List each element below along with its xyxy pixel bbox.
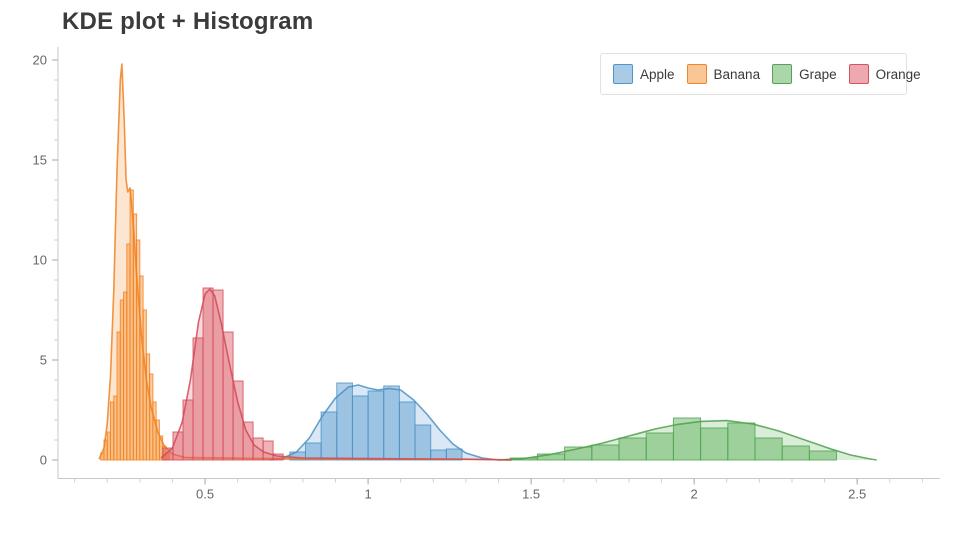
legend-swatch-banana <box>686 64 707 84</box>
x-axis-tick-label: 0.5 <box>196 487 214 502</box>
y-axis-tick-label: 20 <box>33 53 47 68</box>
x-axis-tick-label: 2 <box>691 487 698 502</box>
hist-bar-grape <box>700 427 729 461</box>
hist-bar-grape <box>808 450 838 461</box>
legend-label-grape: Grape <box>799 66 837 82</box>
kde-area-grape <box>498 420 877 460</box>
legend-label-apple: Apple <box>640 66 675 82</box>
kde-line-banana <box>98 63 512 461</box>
hist-bar-apple <box>445 448 463 461</box>
y-axis-tick-label: 0 <box>40 453 47 468</box>
legend-swatch-apple <box>613 64 633 84</box>
kde-area-apple <box>270 385 499 460</box>
chart-title: KDE plot + Histogram <box>62 8 314 35</box>
hist-bar-apple <box>414 424 432 461</box>
legend-item-banana[interactable]: Banana <box>686 64 761 84</box>
legend-swatch-orange <box>848 64 869 84</box>
x-axis-tick-label: 2.5 <box>848 487 866 502</box>
legend-item-grape[interactable]: Grape <box>772 64 837 84</box>
kde-line-orange <box>160 288 512 461</box>
x-axis-tick-label: 1 <box>364 487 371 502</box>
kde-area-banana <box>99 64 512 460</box>
kde-line-apple <box>270 384 499 461</box>
legend-label-banana: Banana <box>713 66 761 82</box>
y-axis-tick-label: 10 <box>33 253 47 268</box>
legend-label-orange: Orange <box>875 66 921 82</box>
y-axis-tick-label: 15 <box>33 153 47 168</box>
x-axis-tick-label: 1.5 <box>522 487 540 502</box>
y-axis-tick-label: 5 <box>40 353 47 368</box>
legend-item-apple[interactable]: Apple <box>613 64 675 84</box>
legend: Apple Banana Grape Orange <box>600 53 921 95</box>
legend-swatch-grape <box>772 64 793 84</box>
hist-bar-orange <box>262 440 274 461</box>
legend-item-orange[interactable]: Orange <box>848 64 921 84</box>
kde-line-grape <box>498 419 877 461</box>
